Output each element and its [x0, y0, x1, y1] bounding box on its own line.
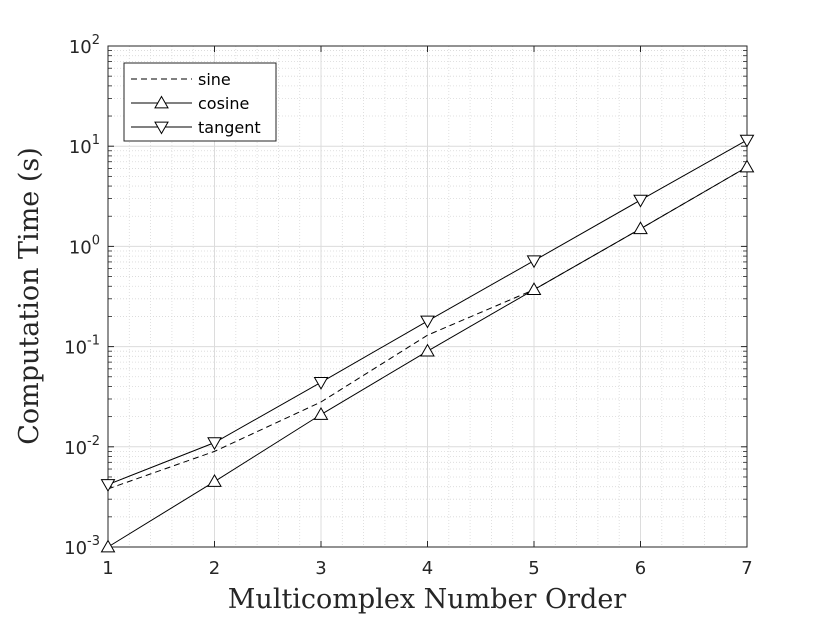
- y-tick-label: 100: [69, 233, 100, 258]
- series-cosine-point: [207, 474, 222, 487]
- x-axis-title: Multicomplex Number Order: [228, 584, 627, 615]
- series-cosine-point: [633, 221, 648, 235]
- y-tick-label: 101: [69, 133, 100, 158]
- y-tick-label: 10-2: [64, 434, 100, 459]
- series-cosine-point: [313, 407, 329, 420]
- legend-label-cosine: cosine: [198, 94, 249, 113]
- x-tick-label: 2: [209, 558, 220, 579]
- series-tangent-point: [526, 255, 542, 269]
- series-tangent-point: [739, 134, 755, 148]
- x-tick-label: 5: [528, 558, 539, 579]
- series-cosine-point: [100, 539, 116, 553]
- axis-ticks: [107, 45, 748, 548]
- minor-grid: [108, 46, 747, 547]
- legend-label-sine: sine: [198, 70, 231, 89]
- series-tangent-point: [313, 376, 329, 390]
- legend-marker-tangent: [154, 121, 169, 135]
- x-tick-label: 4: [422, 558, 433, 579]
- y-tick-label: 102: [69, 33, 100, 58]
- x-tick-labels: 1 2 3 4 5 6 7: [102, 558, 752, 579]
- series-cosine-point: [526, 282, 542, 296]
- series-tangent-point: [207, 437, 222, 451]
- series-tangent-point: [420, 315, 435, 329]
- y-axis-title: Computation Time (s): [14, 147, 45, 445]
- legend: sine cosine tangent: [123, 62, 277, 142]
- x-tick-label: 3: [315, 558, 326, 579]
- x-tick-label: 1: [102, 558, 113, 579]
- y-tick-label: 10-3: [64, 534, 100, 559]
- x-tick-label: 6: [635, 558, 646, 579]
- series-tangent-point: [100, 479, 116, 493]
- y-tick-labels: 10-3 10-2 10-1 100 101 102: [64, 33, 100, 559]
- x-tick-label: 7: [741, 558, 752, 579]
- series-cosine-point: [739, 159, 755, 173]
- legend-box: [123, 62, 277, 142]
- legend-label-tangent: tangent: [198, 118, 261, 137]
- series-cosine-point: [420, 343, 435, 357]
- series-tangent-point: [633, 194, 648, 208]
- legend-marker-cosine: [154, 95, 169, 109]
- y-tick-label: 10-1: [64, 334, 100, 359]
- series-layer: [100, 134, 755, 553]
